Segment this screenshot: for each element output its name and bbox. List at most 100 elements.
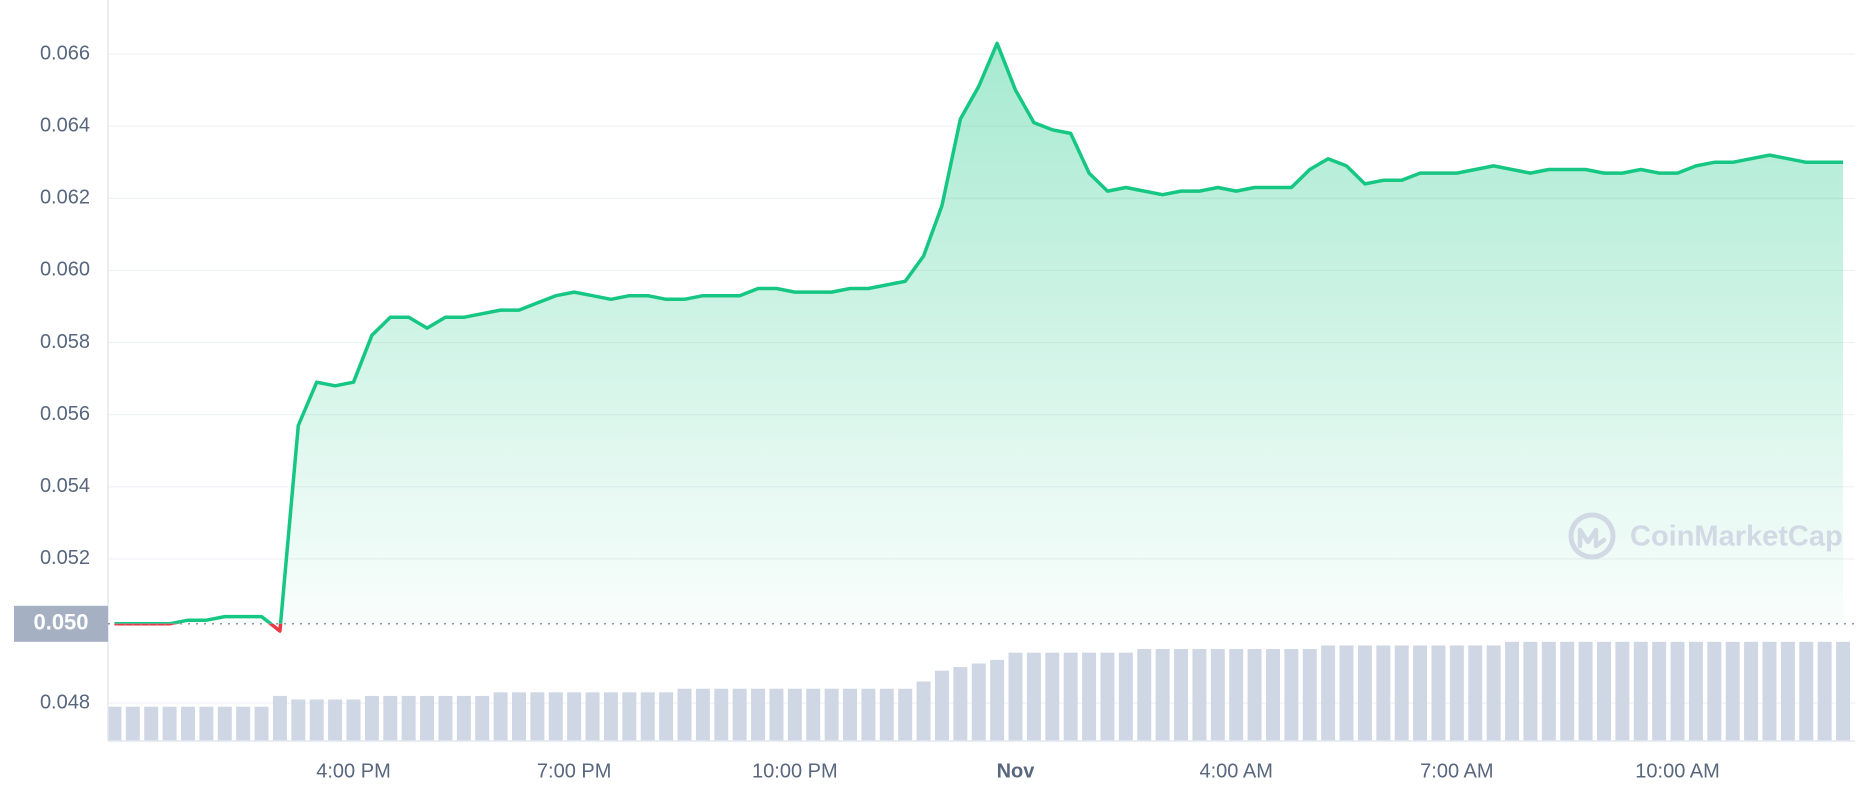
volume-bar xyxy=(916,681,931,741)
y-tick-label: 0.060 xyxy=(40,259,90,281)
x-tick-label: 10:00 AM xyxy=(1635,760,1720,782)
volume-bar xyxy=(1780,641,1795,741)
volume-bar xyxy=(1836,641,1851,741)
volume-bar xyxy=(364,695,379,741)
volume-bar xyxy=(953,667,968,741)
y-tick-label: 0.056 xyxy=(40,403,90,425)
line-layer xyxy=(114,41,1843,633)
volume-bar xyxy=(1560,641,1575,741)
volume-bar xyxy=(1615,641,1630,741)
watermark-logo-mark xyxy=(1577,527,1607,549)
volume-bar xyxy=(1523,641,1538,741)
volume-bar xyxy=(824,688,839,741)
volume-bar xyxy=(1799,641,1814,741)
reference-label-box xyxy=(14,605,108,642)
watermark-text: CoinMarketCap xyxy=(1630,521,1843,553)
volume-bar xyxy=(1505,641,1520,741)
volume-bar xyxy=(548,692,563,741)
volume-bar xyxy=(236,706,251,741)
price-area xyxy=(114,43,1843,624)
volume-bar xyxy=(1118,652,1133,741)
volume-bar xyxy=(199,706,214,741)
volume-bar xyxy=(1394,645,1409,741)
volume-bar xyxy=(1247,649,1262,741)
volume-bar xyxy=(971,663,986,741)
volume-bar xyxy=(677,688,692,741)
y-tick-label: 0.066 xyxy=(40,42,90,64)
volume-bar xyxy=(934,670,949,741)
volume-bar xyxy=(990,659,1005,741)
x-tick-label: 4:00 AM xyxy=(1199,760,1272,782)
volume-bar xyxy=(1762,641,1777,741)
volume-bar xyxy=(346,699,361,741)
volume-bar xyxy=(1633,641,1648,741)
volume-bar xyxy=(1302,649,1317,741)
volume-bar xyxy=(1578,641,1593,741)
volume-bar xyxy=(714,688,729,741)
volume-bar xyxy=(1413,645,1428,741)
volume-bar xyxy=(125,706,140,741)
watermark-logo xyxy=(1568,512,1616,560)
volume-bar xyxy=(603,692,618,741)
volume-bar xyxy=(456,695,471,741)
y-tick-label: 0.058 xyxy=(40,331,90,353)
x-tick-label: 7:00 PM xyxy=(537,760,611,782)
volume-bar xyxy=(585,692,600,741)
volume-bar xyxy=(512,692,526,741)
volume-bar xyxy=(806,688,821,741)
volume-bar xyxy=(1229,649,1244,741)
volume-bar xyxy=(420,695,435,741)
volume-bar xyxy=(898,688,913,741)
reference-label: 0.050 xyxy=(33,610,88,635)
volume-bar xyxy=(493,692,508,741)
volume-bar xyxy=(1210,649,1225,741)
volume-bar xyxy=(181,706,195,741)
axis-layer: 0.048 0.052 0.054 0.056 0.058 0.060 0.062 0.064… xyxy=(14,0,1855,782)
area-layer xyxy=(114,43,1843,624)
volume-bar xyxy=(1652,641,1667,741)
x-tick-label: Nov xyxy=(997,760,1036,782)
volume-bar xyxy=(1449,645,1464,741)
x-tick-label: 7:00 AM xyxy=(1420,760,1493,782)
volume-bar xyxy=(622,692,637,741)
watermark: CoinMarketCap xyxy=(1568,512,1843,560)
volume-bar xyxy=(1725,641,1740,741)
volume-bar xyxy=(1192,649,1207,741)
volume-bar xyxy=(144,706,159,741)
volume-layer xyxy=(107,641,1851,741)
volume-bar xyxy=(787,688,802,741)
volume-bar xyxy=(1486,645,1501,741)
volume-bar xyxy=(843,688,858,741)
volume-bar xyxy=(1431,645,1446,741)
volume-bar xyxy=(1707,641,1722,741)
volume-bar xyxy=(1063,652,1078,741)
volume-bar xyxy=(1376,645,1391,741)
y-tick-label: 0.064 xyxy=(40,114,90,136)
volume-bar xyxy=(1284,649,1299,741)
volume-bar xyxy=(1100,652,1115,741)
volume-bar xyxy=(530,692,545,741)
volume-bar xyxy=(1817,641,1832,741)
volume-bar xyxy=(567,692,582,741)
volume-bar xyxy=(1045,652,1060,741)
price-line xyxy=(114,41,1843,624)
volume-bar xyxy=(695,688,710,741)
volume-bar xyxy=(1357,645,1372,741)
volume-bar xyxy=(769,688,784,741)
volume-bar xyxy=(879,688,894,741)
volume-bar xyxy=(438,695,453,741)
volume-bar xyxy=(162,706,177,741)
volume-bar xyxy=(1137,649,1152,741)
y-tick-label: 0.054 xyxy=(40,475,90,497)
volume-bar xyxy=(309,699,324,741)
volume-bar xyxy=(1265,649,1280,741)
volume-bar xyxy=(217,706,232,741)
volume-bar xyxy=(861,688,876,741)
y-tick-label: 0.048 xyxy=(40,691,90,713)
volume-bar xyxy=(328,699,343,741)
volume-bar xyxy=(272,695,287,741)
volume-bar xyxy=(732,688,747,741)
